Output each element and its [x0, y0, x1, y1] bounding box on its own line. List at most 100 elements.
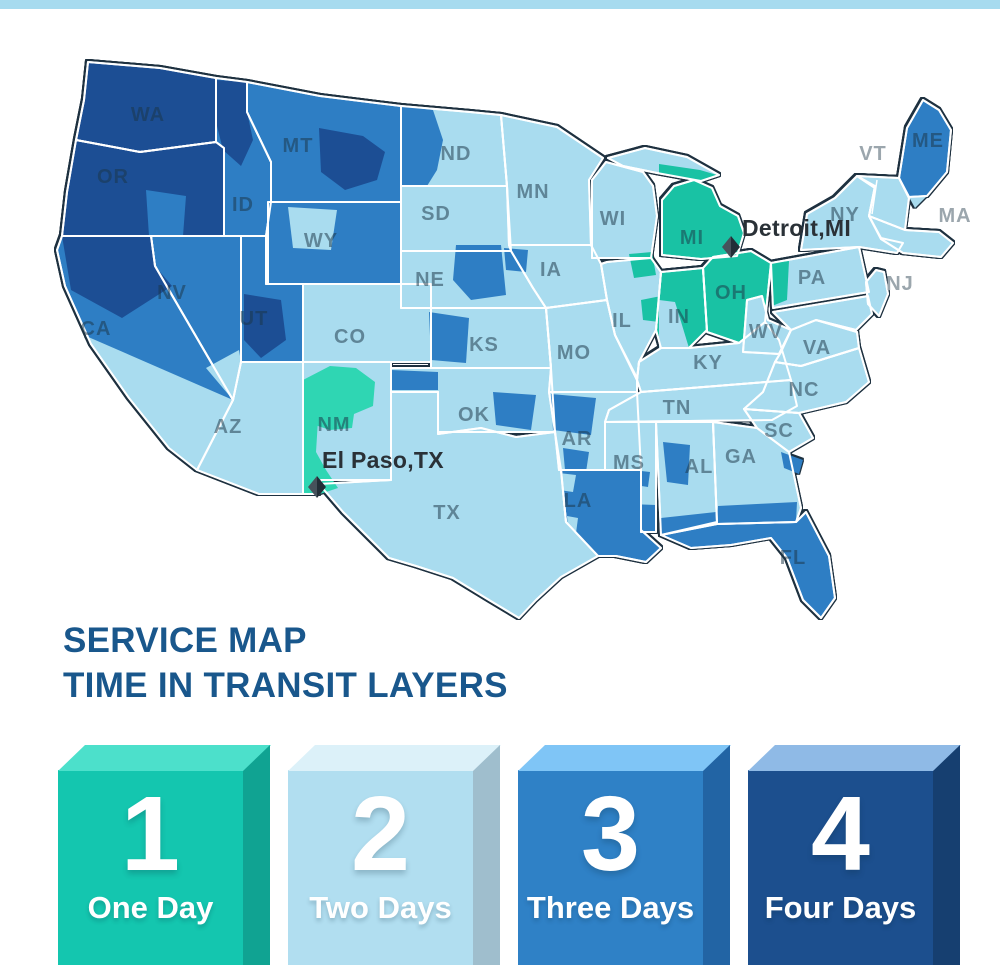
- legend-box-4: 4 Four Days: [748, 745, 962, 965]
- legend-day-number-2: 2: [351, 775, 410, 893]
- state-label-tn: TN: [663, 397, 692, 419]
- map-land: [56, 61, 954, 619]
- state-or: [61, 139, 225, 237]
- state-label-nv: NV: [157, 282, 187, 304]
- state-border-tx: [318, 391, 599, 619]
- state-label-wa: WA: [131, 104, 165, 126]
- state-label-ar: AR: [562, 428, 593, 450]
- zone-patch-la_w: [567, 516, 578, 533]
- state-label-ky: KY: [693, 352, 723, 374]
- state-label-ia: IA: [540, 259, 562, 281]
- state-label-ny: NY: [830, 204, 860, 226]
- top-accent-bar: [0, 0, 1000, 9]
- map-labels: WA OR ID MT WY NV UT CA AZ NM CO ND SD NE KS OK TX MN IA MO…: [81, 104, 971, 569]
- vt-nh-border-line: [871, 179, 878, 215]
- zone-patch-id_n: [216, 80, 253, 166]
- legend-box-front-face: [748, 770, 933, 965]
- state-border-fl: [660, 511, 836, 619]
- state-mn: [500, 114, 604, 246]
- state-label-in: IN: [668, 306, 690, 328]
- title-line-1: SERVICE MAP: [63, 621, 307, 660]
- legend-box-top-face: [748, 745, 961, 771]
- zone-patch-ar_c: [563, 448, 589, 472]
- zone-patch-pa_w: [771, 261, 789, 306]
- zone-patch-nd_w: [401, 106, 443, 186]
- detroit-label: Detroit,MI: [742, 215, 851, 241]
- zone-patch-miup_e: [659, 164, 717, 181]
- map-markers: Detroit,MI El Paso,TX: [308, 215, 851, 498]
- zone-patch-nm_n: [303, 366, 375, 430]
- legend-day-label-1: One Day: [87, 890, 214, 925]
- state-border-nj: [865, 269, 889, 317]
- state-border-oh: [702, 250, 772, 344]
- state-border-ca: [56, 235, 234, 471]
- zone-patch-nm_s: [303, 416, 338, 494]
- state-label-wy: WY: [304, 230, 338, 252]
- elpaso-marker-icon: [317, 476, 326, 498]
- zone-patch-me_s: [909, 196, 927, 208]
- legend-day-number-4: 4: [811, 775, 870, 893]
- zone-patch-ar_nw: [551, 394, 596, 435]
- state-border-me: [898, 99, 952, 198]
- zone-patch-al_c: [663, 442, 690, 485]
- state-label-nc: NC: [789, 379, 820, 401]
- zone-patch-ga_s: [717, 502, 797, 524]
- zone-patch-or_s: [146, 190, 186, 236]
- state-border-ky: [636, 321, 792, 393]
- state-label-az: AZ: [214, 416, 243, 438]
- outside-state-label-nj: NJ: [886, 273, 914, 295]
- legend-day-number-1: 1: [121, 775, 180, 893]
- state-label-mo: MO: [557, 342, 591, 364]
- state-border-wi: [591, 161, 658, 259]
- elpaso-label: El Paso,TX: [322, 447, 444, 473]
- legend-day-label-3: Three Days: [526, 890, 695, 925]
- state-label-ms: MS: [613, 452, 645, 474]
- title-line-2: TIME IN TRANSIT LAYERS: [63, 666, 508, 705]
- elpaso-marker-icon: [308, 476, 317, 498]
- state-label-me: ME: [912, 130, 944, 152]
- state-label-sc: SC: [764, 420, 794, 442]
- state-label-co: CO: [334, 326, 366, 348]
- state-border-pa: [770, 246, 870, 309]
- outside-state-label-ma: MA: [938, 205, 971, 227]
- zone-patch-al_s: [661, 512, 717, 535]
- legend-box-3: 3 Three Days: [518, 745, 732, 965]
- legend-box-side-face: [703, 745, 730, 965]
- state-label-tx: TX: [433, 502, 461, 524]
- state-label-ne: NE: [415, 269, 445, 291]
- state-label-la: LA: [564, 490, 593, 512]
- legend-box-side-face: [933, 745, 960, 965]
- state-label-ca: CA: [81, 318, 112, 340]
- legend-box-top-face: [518, 745, 731, 771]
- state-label-mn: MN: [516, 181, 549, 203]
- zone-patch-il_e: [641, 296, 661, 322]
- state-border-wv: [742, 295, 792, 355]
- zone-patch-wy_w: [288, 207, 337, 250]
- zone-patch-in_sw: [659, 300, 689, 348]
- zone-patch-ks_c: [429, 312, 469, 363]
- us-service-map: WA OR ID MT WY NV UT CA AZ NM CO ND SD NE KS OK TX MN IA MO…: [56, 61, 971, 619]
- state-label-ok: OK: [458, 404, 490, 426]
- legend-box-top-face: [58, 745, 271, 771]
- legend-box-2: 2 Two Days: [288, 745, 502, 965]
- legend-box-front-face: [58, 770, 243, 965]
- zone-patch-ok_ph: [391, 370, 438, 390]
- zone-patch-nv_s: [206, 350, 241, 400]
- map-title: SERVICE MAP TIME IN TRANSIT LAYERS: [63, 618, 508, 708]
- state-border-mi: [661, 179, 745, 260]
- state-label-wv: WV: [749, 321, 783, 343]
- state-label-il: IL: [612, 310, 632, 332]
- state-label-fl: FL: [780, 547, 806, 569]
- state-label-mt: MT: [283, 135, 314, 157]
- legend-box-top-face: [288, 745, 501, 771]
- state-label-mi: MI: [680, 227, 704, 249]
- state-label-wi: WI: [600, 208, 626, 230]
- state-label-al: AL: [685, 456, 714, 478]
- state-label-ga: GA: [725, 446, 757, 468]
- state-label-ks: KS: [469, 334, 499, 356]
- state-sd: [400, 185, 512, 252]
- legend-box-side-face: [473, 745, 500, 965]
- state-label-id: ID: [232, 194, 254, 216]
- detroit-marker-icon: [731, 236, 740, 258]
